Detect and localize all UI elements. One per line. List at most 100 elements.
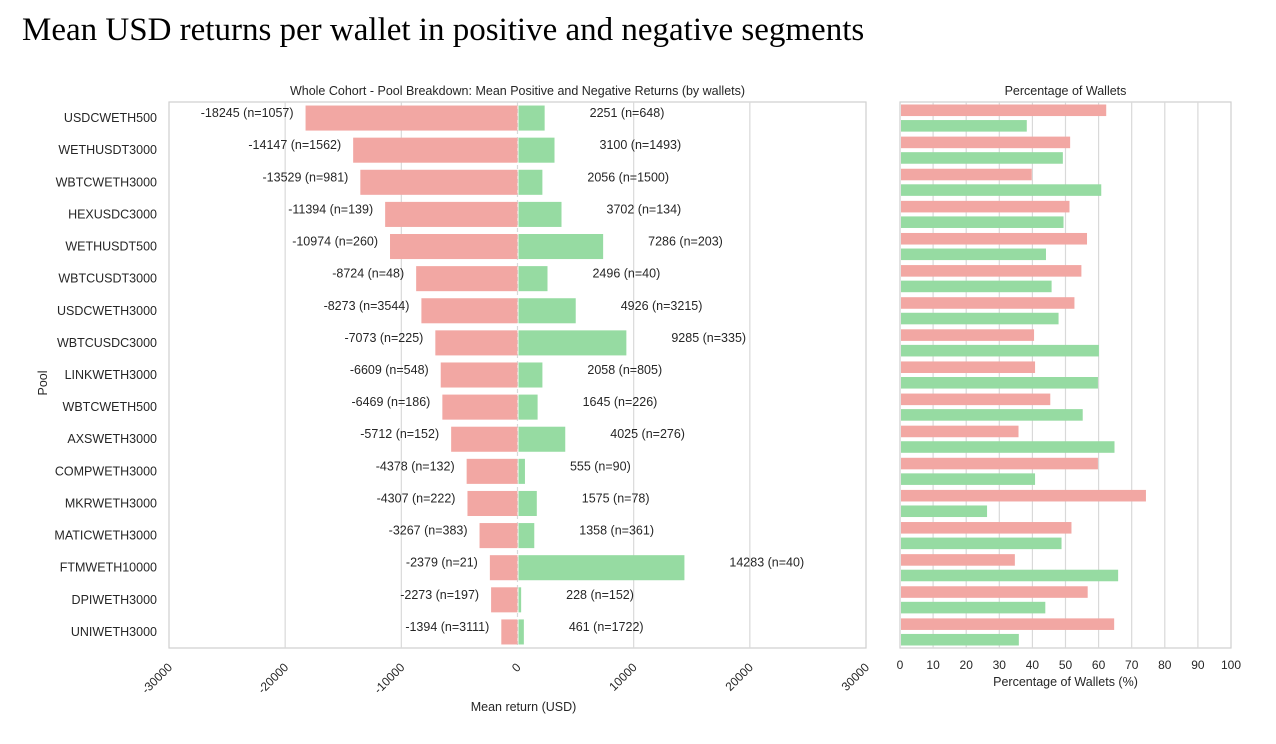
negative-return-bar xyxy=(451,426,518,452)
negative-return-bar xyxy=(416,266,518,292)
positive-return-bar xyxy=(518,137,555,163)
negative-return-label: -8724 (n=48) xyxy=(332,267,404,281)
pool-tick-label: MATICWETH3000 xyxy=(54,529,157,543)
negative-percentage-bar xyxy=(901,168,1032,181)
positive-return-label: 4926 (n=3215) xyxy=(621,299,703,313)
negative-return-label: -4378 (n=132) xyxy=(376,459,455,473)
page-title: Mean USD returns per wallet in positive … xyxy=(22,12,865,48)
negative-return-bar xyxy=(390,234,518,260)
percentage-x-tick-label: 40 xyxy=(1026,658,1040,672)
pool-tick-label: LINKWETH3000 xyxy=(65,368,157,382)
pool-tick-label: AXSWETH3000 xyxy=(67,432,157,446)
negative-return-bar xyxy=(466,458,518,484)
positive-percentage-bar xyxy=(901,344,1099,357)
negative-return-label: -2379 (n=21) xyxy=(406,556,478,570)
negative-percentage-bar xyxy=(901,393,1051,406)
negative-return-label: -1394 (n=3111) xyxy=(405,620,489,634)
returns-chart-title: Whole Cohort - Pool Breakdown: Mean Posi… xyxy=(290,84,745,98)
negative-return-bar xyxy=(360,169,518,195)
negative-return-bar xyxy=(421,298,518,324)
returns-x-tick-label: 30000 xyxy=(839,660,873,694)
negative-percentage-bar xyxy=(901,361,1036,373)
negative-return-bar xyxy=(440,362,518,388)
percentage-x-tick-label: 60 xyxy=(1092,658,1106,672)
pool-tick-label: WBTCUSDC3000 xyxy=(57,336,157,350)
positive-percentage-bar xyxy=(901,537,1062,550)
positive-return-bar xyxy=(518,169,543,195)
negative-return-bar xyxy=(353,137,518,163)
positive-percentage-bar xyxy=(901,377,1098,389)
pool-tick-label: COMPWETH3000 xyxy=(55,464,157,478)
positive-return-bar xyxy=(518,330,627,356)
percentage-x-tick-label: 90 xyxy=(1191,658,1205,672)
percentage-x-tick-label: 0 xyxy=(897,658,904,672)
negative-return-bar xyxy=(435,330,518,356)
negative-return-label: -4307 (n=222) xyxy=(377,491,456,505)
negative-percentage-bar xyxy=(901,265,1082,277)
positive-percentage-bar xyxy=(901,280,1052,293)
positive-return-bar xyxy=(518,201,562,227)
pool-tick-label: MKRWETH3000 xyxy=(65,496,157,510)
positive-return-label: 7286 (n=203) xyxy=(648,235,723,249)
positive-return-bar xyxy=(518,298,576,324)
returns-y-axis-label: Pool xyxy=(36,370,50,395)
pool-tick-label: USDCWETH3000 xyxy=(57,304,157,318)
pool-tick-label: HEXUSDC3000 xyxy=(68,207,157,221)
positive-return-label: 9285 (n=335) xyxy=(671,331,746,345)
positive-percentage-bar xyxy=(901,248,1046,261)
positive-return-bar xyxy=(518,426,566,452)
negative-return-bar xyxy=(489,555,518,581)
negative-return-label: -6609 (n=548) xyxy=(350,363,429,377)
positive-return-bar xyxy=(518,362,543,388)
percentage-x-tick-label: 100 xyxy=(1221,658,1241,672)
negative-return-bar xyxy=(305,105,518,131)
percentage-x-tick-label: 70 xyxy=(1125,658,1139,672)
percentage-x-axis-label: Percentage of Wallets (%) xyxy=(993,675,1138,689)
positive-return-bar xyxy=(518,619,524,645)
percentage-x-tick-label: 50 xyxy=(1059,658,1073,672)
negative-return-label: -14147 (n=1562) xyxy=(248,138,341,152)
negative-percentage-bar xyxy=(901,200,1070,213)
negative-return-label: -3267 (n=383) xyxy=(389,524,468,538)
negative-return-label: -10974 (n=260) xyxy=(292,235,378,249)
negative-return-label: -5712 (n=152) xyxy=(360,427,439,441)
positive-percentage-bar xyxy=(901,216,1064,228)
negative-return-bar xyxy=(442,394,518,420)
pool-tick-label: WETHUSDT500 xyxy=(65,240,157,254)
positive-return-label: 4025 (n=276) xyxy=(610,427,685,441)
positive-return-label: 1645 (n=226) xyxy=(583,395,658,409)
percentage-x-tick-label: 30 xyxy=(993,658,1007,672)
pool-tick-label: WBTCWETH3000 xyxy=(56,175,157,189)
positive-return-bar xyxy=(518,555,685,581)
returns-bars xyxy=(305,105,685,645)
returns-data-labels: -18245 (n=1057) 2251 (n=648) -14147 (n=156… xyxy=(201,106,804,634)
negative-percentage-bar xyxy=(901,618,1115,630)
returns-x-tick-label: -30000 xyxy=(139,660,176,697)
positive-percentage-bar xyxy=(901,505,988,518)
positive-percentage-bar xyxy=(901,409,1083,421)
positive-return-bar xyxy=(518,234,604,260)
pool-tick-label: UNIWETH3000 xyxy=(71,625,157,639)
negative-return-label: -6469 (n=186) xyxy=(351,395,430,409)
positive-return-bar xyxy=(518,587,522,613)
positive-return-bar xyxy=(518,490,537,516)
percentage-x-tick-label: 20 xyxy=(960,658,974,672)
positive-return-label: 2251 (n=648) xyxy=(590,106,665,120)
negative-return-bar xyxy=(479,523,518,549)
negative-return-bar xyxy=(491,587,518,613)
pool-tick-label: USDCWETH500 xyxy=(64,111,157,125)
returns-y-tick-labels: USDCWETH500 WETHUSDT3000 WBTCWETH3000 HEXUS… xyxy=(54,111,157,639)
positive-return-label: 461 (n=1722) xyxy=(569,620,644,634)
positive-percentage-bar xyxy=(901,601,1046,614)
positive-percentage-bar xyxy=(901,441,1115,453)
negative-percentage-bar xyxy=(901,232,1088,245)
returns-x-tick-label: 20000 xyxy=(722,660,756,694)
returns-x-tick-labels: -30000 -20000 -10000 0 10000 20000 30000 xyxy=(139,660,873,697)
negative-return-label: -18245 (n=1057) xyxy=(201,106,294,120)
positive-return-label: 1575 (n=78) xyxy=(582,491,650,505)
pool-tick-label: WBTCUSDT3000 xyxy=(58,272,157,286)
percentage-x-tick-labels: 0 10 20 30 40 50 60 70 80 90 100 xyxy=(897,658,1242,672)
negative-percentage-bar xyxy=(901,489,1146,502)
positive-percentage-bar xyxy=(901,152,1063,164)
percentage-bars xyxy=(901,104,1146,646)
